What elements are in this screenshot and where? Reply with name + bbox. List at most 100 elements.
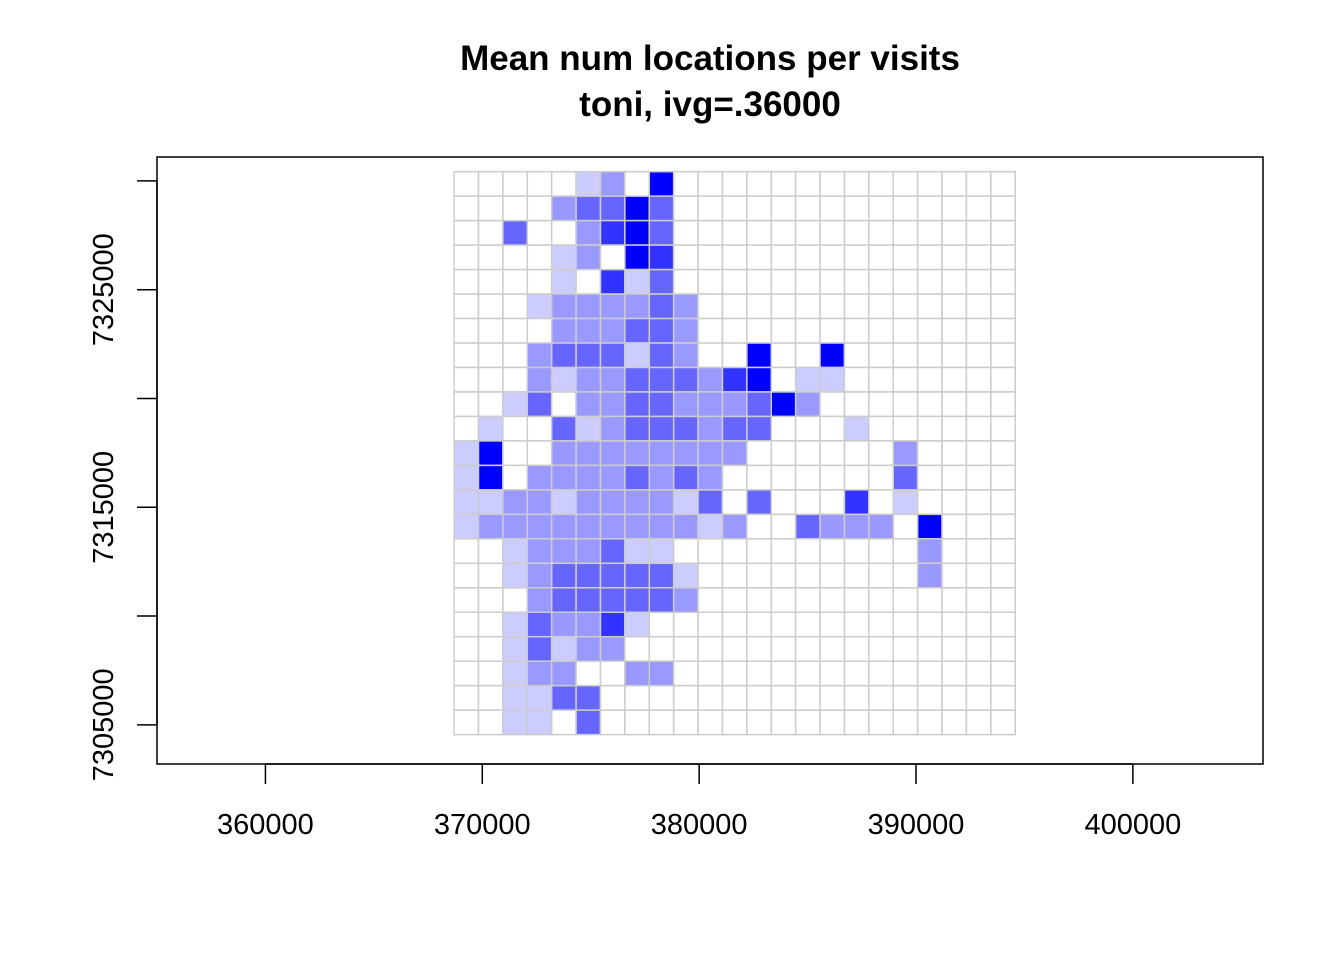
heatmap-cell (672, 219, 699, 246)
heatmap-cell (794, 440, 821, 467)
heatmap-cell (453, 391, 480, 418)
heatmap-cell (770, 415, 797, 442)
heatmap-cell (575, 195, 602, 222)
heatmap-cell (526, 513, 553, 540)
heatmap-cell (843, 195, 870, 222)
heatmap-cell (550, 709, 577, 736)
heatmap-cell (477, 538, 504, 565)
heatmap-cell (916, 709, 943, 736)
heatmap-cell (721, 513, 748, 540)
heatmap-cell (746, 562, 773, 589)
x-tick-label: 370000 (434, 809, 531, 841)
heatmap-cell (502, 611, 529, 638)
heatmap-cell (721, 660, 748, 687)
heatmap-cell (575, 366, 602, 393)
heatmap-cell (819, 317, 846, 344)
heatmap-cell (990, 268, 1016, 295)
heatmap-cell (697, 317, 724, 344)
heatmap-cell (502, 513, 529, 540)
heatmap-cell (892, 366, 919, 393)
heatmap-cell (843, 635, 870, 662)
heatmap-cell (843, 244, 870, 271)
heatmap-cell (599, 342, 626, 369)
heatmap-cell (624, 440, 651, 467)
heatmap-cell (672, 611, 699, 638)
heatmap-cell (843, 219, 870, 246)
heatmap-cell (794, 342, 821, 369)
heatmap-cell (868, 538, 894, 565)
heatmap-cell (477, 391, 504, 418)
heatmap-cell (477, 709, 504, 736)
heatmap-cell (575, 489, 602, 516)
heatmap-cell (502, 342, 529, 369)
heatmap-cell (916, 538, 943, 565)
heatmap-cell (477, 342, 504, 369)
heatmap-cell (794, 391, 821, 418)
heatmap-cell (550, 440, 577, 467)
heatmap-cell (721, 391, 748, 418)
heatmap-cell (868, 268, 894, 295)
heatmap-cell (550, 366, 577, 393)
y-tick-label: 7315000 (88, 451, 120, 564)
heatmap-cell (648, 342, 675, 369)
heatmap-cell (526, 709, 553, 736)
heatmap-cell (941, 440, 968, 467)
heatmap-cell (526, 464, 553, 491)
y-tick-label: 7305000 (88, 668, 120, 781)
heatmap-cell (599, 709, 626, 736)
heatmap-cell (819, 513, 846, 540)
heatmap-cell (502, 244, 529, 271)
heatmap-cell (892, 513, 919, 540)
heatmap-cell (697, 611, 724, 638)
heatmap-cell (770, 391, 797, 418)
heatmap-cell (624, 611, 651, 638)
heatmap-cell (599, 366, 626, 393)
heatmap-cell (916, 513, 943, 540)
heatmap-cell (916, 489, 943, 516)
heatmap-cell (770, 342, 797, 369)
heatmap-cell (746, 489, 773, 516)
heatmap-cell (965, 684, 992, 711)
heatmap-cell (624, 219, 651, 246)
heatmap-cell (941, 611, 968, 638)
heatmap-cell (502, 317, 529, 344)
heatmap-cell (526, 366, 553, 393)
heatmap-cell (648, 219, 675, 246)
heatmap-cell (990, 709, 1016, 736)
heatmap-cell (453, 611, 480, 638)
heatmap-cell (819, 219, 846, 246)
heatmap-cell (770, 489, 797, 516)
heatmap-cell (990, 611, 1016, 638)
heatmap-cell (868, 562, 894, 589)
heatmap-cell (721, 342, 748, 369)
heatmap-cell (794, 635, 821, 662)
heatmap-cell (550, 293, 577, 320)
heatmap-cell (502, 219, 529, 246)
heatmap-cell (575, 415, 602, 442)
heatmap-cell (575, 342, 602, 369)
heatmap-cell (672, 562, 699, 589)
heatmap-cell (697, 195, 724, 222)
heatmap-cell (746, 415, 773, 442)
heatmap-cell (697, 709, 724, 736)
heatmap-cell (965, 317, 992, 344)
heatmap-cell (965, 562, 992, 589)
heatmap-cell (526, 317, 553, 344)
heatmap-cell (965, 195, 992, 222)
heatmap-cell (965, 440, 992, 467)
heatmap-cell (990, 587, 1016, 614)
heatmap-cell (453, 195, 480, 222)
heatmap-cell (892, 538, 919, 565)
heatmap-cell (697, 219, 724, 246)
heatmap-cell (575, 684, 602, 711)
heatmap-cell (526, 660, 553, 687)
heatmap-cell (721, 293, 748, 320)
heatmap-cell (648, 562, 675, 589)
heatmap-cell (697, 538, 724, 565)
heatmap-cell (599, 219, 626, 246)
heatmap-cell (575, 513, 602, 540)
heatmap-cell (916, 635, 943, 662)
heatmap-cell (453, 342, 480, 369)
heatmap-cell (672, 587, 699, 614)
heatmap-cell (672, 268, 699, 295)
